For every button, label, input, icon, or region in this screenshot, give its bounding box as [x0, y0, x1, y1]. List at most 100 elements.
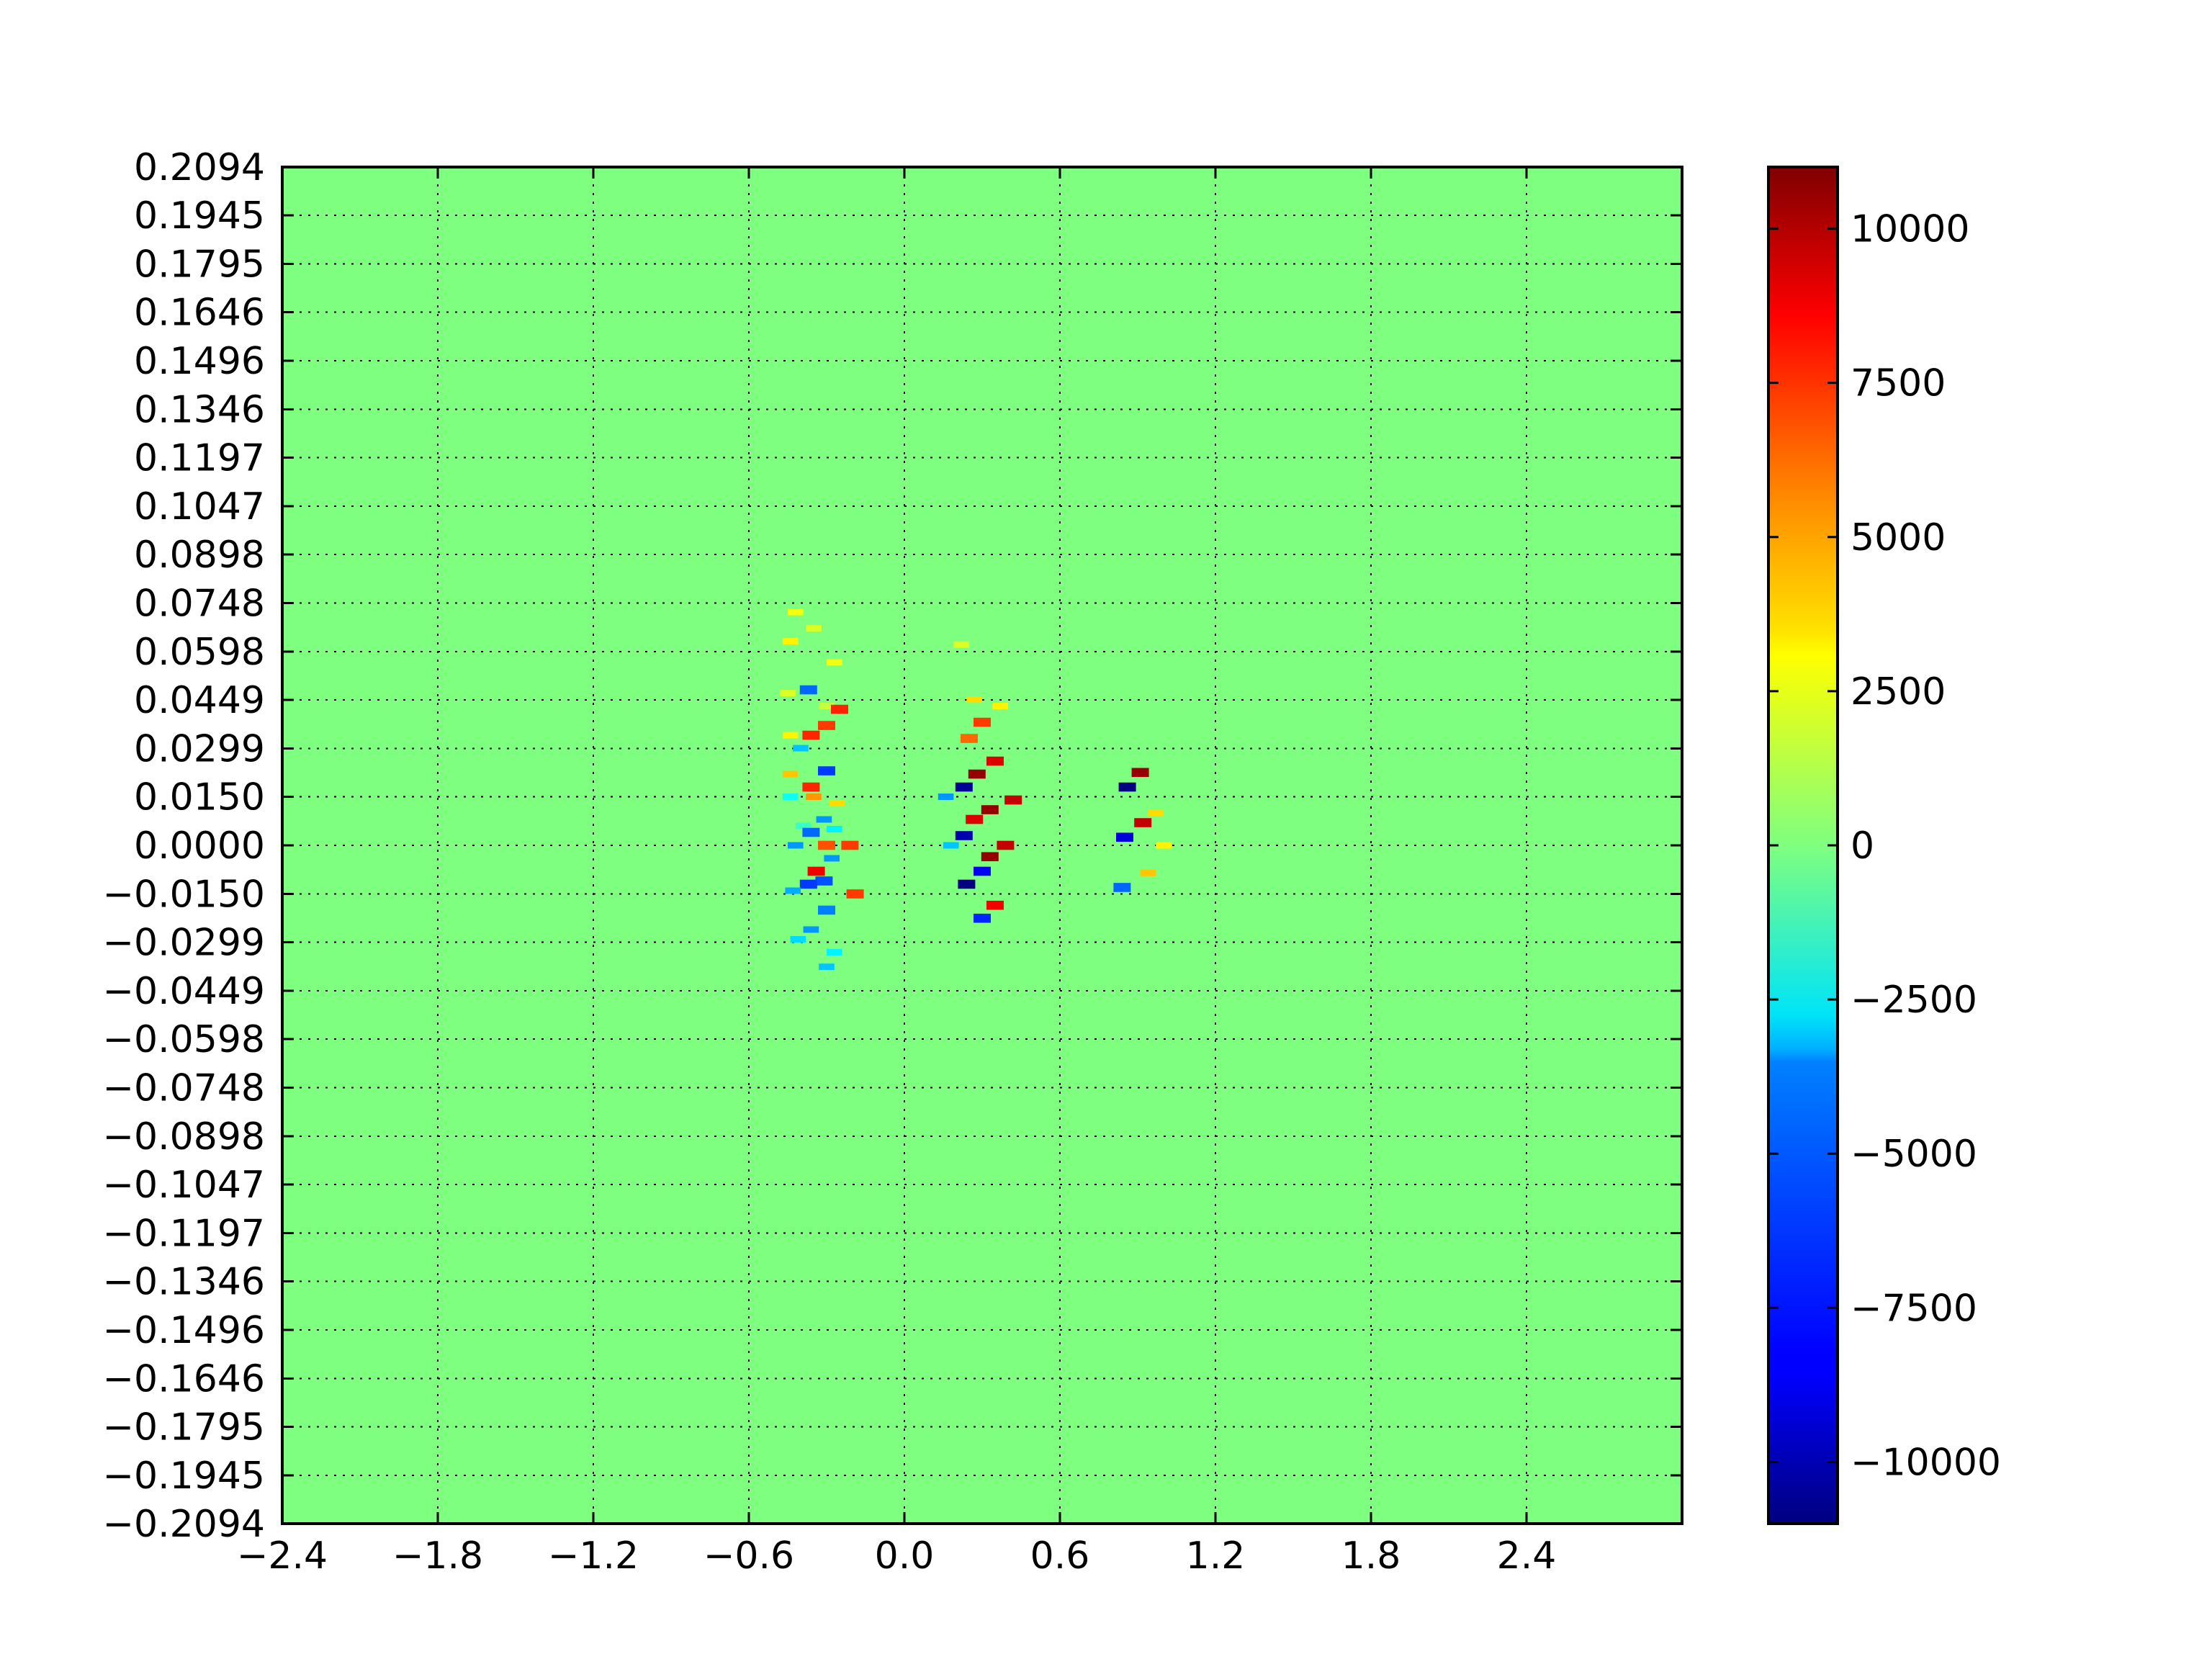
heatmap-cell	[966, 696, 982, 703]
x-tick-label: 2.4	[1497, 1534, 1557, 1578]
colorbar-tick-label: 2500	[1851, 670, 1946, 714]
heatmap-cell	[816, 816, 832, 823]
y-tick-label: 0.2094	[134, 146, 265, 189]
y-tick-label: 0.1346	[134, 388, 265, 431]
heatmap-cell	[938, 793, 954, 801]
heatmap-cell	[846, 889, 864, 899]
heatmap-cell	[782, 770, 799, 778]
heatmap-cell	[802, 827, 820, 837]
heatmap-cell	[968, 769, 986, 779]
x-tick-label: 1.8	[1341, 1534, 1401, 1578]
x-axis-ticks: −2.4 −1.8 −1.2 −0.6 0.0 0.6 1.2 1.8 2.4	[237, 167, 1556, 1578]
heatmap-cell	[1131, 768, 1149, 778]
y-tick-label: 0.0449	[134, 679, 265, 722]
heatmap-cell	[785, 887, 801, 894]
heatmap-cell	[827, 948, 842, 956]
heatmap-cell	[799, 685, 817, 695]
y-tick-label: 0.0748	[134, 583, 265, 626]
heatmap-cell	[827, 826, 842, 833]
heatmap-cell	[974, 866, 991, 876]
heatmap-cell	[997, 840, 1015, 850]
y-tick-label: 0.0898	[134, 534, 265, 577]
y-tick-label: −0.1047	[102, 1164, 265, 1207]
heatmap-cell	[824, 855, 840, 862]
heatmap-cell	[1148, 809, 1164, 817]
y-tick-label: 0.1795	[134, 243, 265, 287]
y-tick-label: 0.0299	[134, 727, 265, 770]
heatmap-cell	[788, 608, 804, 616]
y-tick-label: 0.0000	[134, 824, 265, 868]
heatmap-cell	[966, 814, 984, 824]
heatmap-cell	[788, 842, 804, 849]
heatmap-cell	[986, 756, 1004, 766]
heatmap-cell	[806, 625, 822, 632]
heatmap-cell	[815, 876, 833, 886]
x-tick-label: −1.2	[548, 1534, 639, 1578]
heatmap-cell	[818, 840, 835, 850]
heatmap-cell	[974, 913, 991, 923]
colorbar-tick-label: 5000	[1851, 516, 1946, 559]
heatmap-cell	[961, 734, 978, 743]
heatmap-cell	[799, 879, 817, 889]
y-axis-ticks: 0.2094 0.1945 0.1795 0.1646 0.1496 0.1346 0.11…	[102, 146, 1682, 1546]
heatmap-cell	[782, 638, 799, 645]
y-tick-label: 0.1197	[134, 437, 265, 480]
heatmap-cell	[1004, 795, 1022, 805]
colorbar-tick-label: −5000	[1851, 1133, 1977, 1176]
heatmap-cell	[818, 766, 835, 775]
heatmap-cell	[793, 745, 809, 752]
heatmap-cell	[958, 879, 976, 889]
y-tick-label: 0.1047	[134, 485, 265, 529]
heatmap-cell	[802, 730, 820, 740]
y-tick-label: −0.0898	[102, 1115, 265, 1159]
y-tick-label: −0.0150	[102, 873, 265, 916]
y-tick-label: −0.1346	[102, 1261, 265, 1304]
x-tick-label: −1.8	[392, 1534, 483, 1578]
y-tick-label: 0.0150	[134, 776, 265, 819]
heatmap-cell	[790, 935, 806, 943]
heatmap-cell	[802, 782, 820, 792]
heatmap-cell	[943, 842, 959, 849]
heatmap-cell	[955, 831, 973, 840]
colorbar-tick-label: −2500	[1851, 979, 1977, 1022]
heatmap-cell	[992, 703, 1008, 710]
colorbar-tick-label: 10000	[1851, 208, 1969, 251]
y-tick-label: 0.1496	[134, 340, 265, 383]
heatmap-cell	[818, 905, 835, 915]
colorbar-tick-label: −7500	[1851, 1287, 1977, 1330]
heatmap-cell	[841, 840, 859, 850]
heatmap-cell	[782, 732, 799, 739]
colorbar	[1767, 166, 1839, 1525]
y-tick-label: −0.0299	[102, 922, 265, 965]
x-tick-label: 1.2	[1186, 1534, 1246, 1578]
y-tick-label: 0.0598	[134, 631, 265, 674]
heatmap-cell	[782, 793, 799, 801]
heatmap-cell	[1156, 842, 1172, 849]
heatmap-cell	[1118, 782, 1136, 792]
heatmap-cell	[818, 721, 835, 730]
heatmap-cells	[780, 608, 1172, 971]
heatmap-cell	[1116, 832, 1133, 842]
colorbar-ticks: 10000 7500 5000 2500 0 −2500 −5000 −7500 −10000	[1768, 208, 2001, 1484]
x-tick-label: 0.0	[875, 1534, 935, 1578]
y-tick-label: −0.0449	[102, 970, 265, 1013]
y-tick-label: −0.1945	[102, 1455, 265, 1498]
y-tick-label: 0.1945	[134, 194, 265, 238]
heatmap-cell	[981, 852, 999, 862]
heatmap-cell	[803, 926, 819, 933]
heatmap-cell	[981, 805, 999, 814]
heatmap-cell	[1140, 869, 1156, 876]
y-tick-label: −0.0748	[102, 1066, 265, 1110]
heatmap-cell	[795, 822, 811, 830]
x-tick-label: −2.4	[237, 1534, 328, 1578]
x-tick-label: −0.6	[703, 1534, 794, 1578]
heatmap-cell	[819, 703, 835, 710]
heatmap-cell	[827, 659, 842, 666]
heatmap-cell	[953, 641, 969, 648]
heatmap-cell	[1113, 883, 1131, 892]
heatmap-cell	[806, 793, 822, 801]
heatmap-cell	[986, 900, 1004, 910]
heatmap-cell	[955, 782, 973, 792]
y-tick-label: −0.1197	[102, 1212, 265, 1255]
